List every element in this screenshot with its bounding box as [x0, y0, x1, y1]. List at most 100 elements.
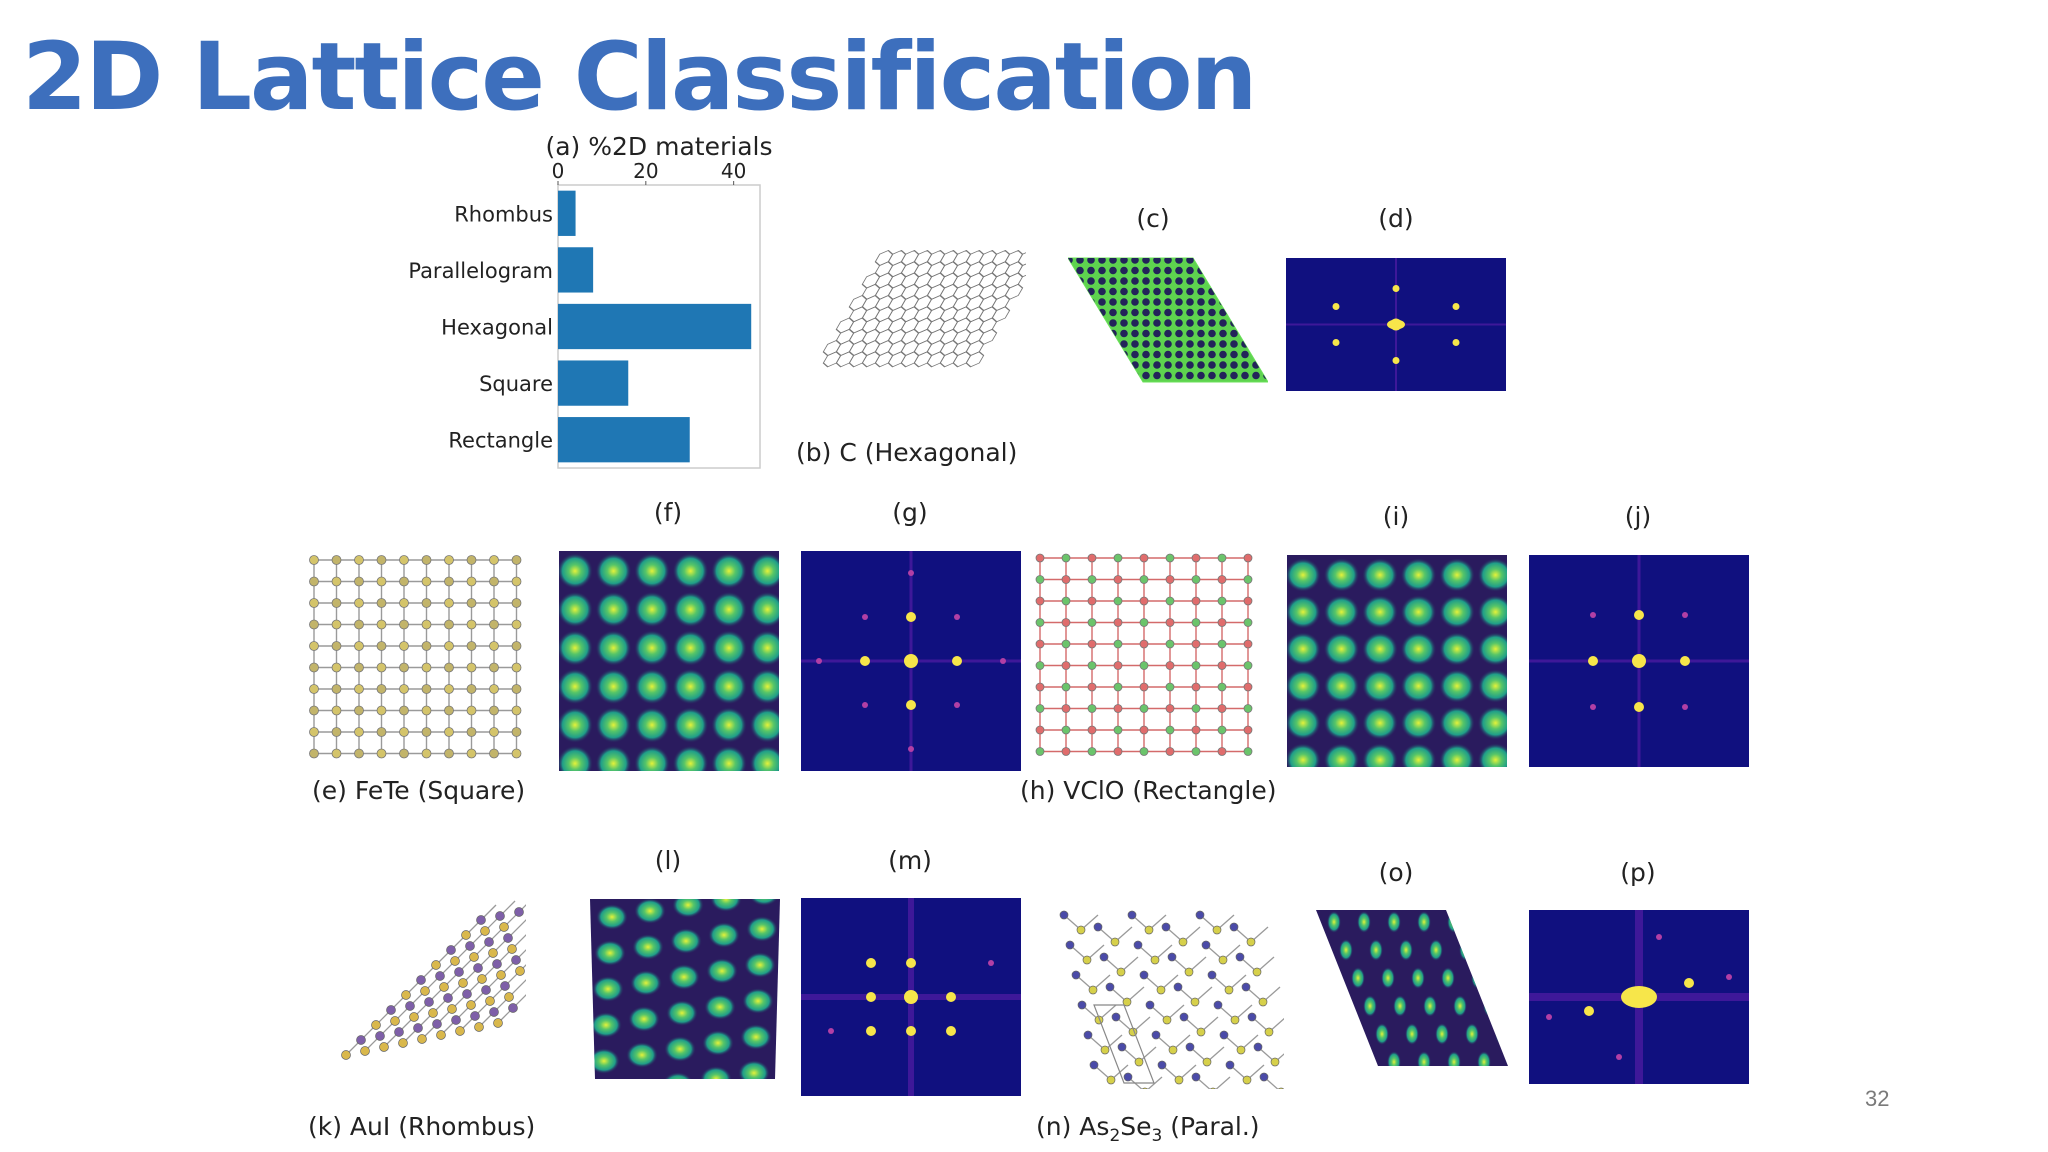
atom: [492, 959, 502, 969]
atom: [493, 1018, 503, 1028]
panel-d-fft: [1286, 258, 1506, 391]
atom: [1113, 747, 1123, 756]
fft-peak: [1392, 357, 1400, 364]
hex-hole: [1175, 371, 1183, 380]
atom: [309, 576, 319, 587]
fft-peak: [906, 612, 916, 622]
atom: [1113, 704, 1123, 713]
density-peak: [748, 899, 780, 906]
density-peak: [595, 630, 632, 666]
atom: [1133, 940, 1143, 950]
hex-hole: [1164, 277, 1172, 285]
atom: [1061, 596, 1071, 606]
atom: [458, 978, 468, 988]
atom: [375, 1031, 385, 1041]
hex-hole: [1186, 361, 1194, 369]
panel-p-fft: [1529, 910, 1749, 1084]
atom: [354, 705, 364, 716]
hex-hole: [1120, 361, 1128, 369]
hex-hole: [1230, 340, 1238, 348]
density-peak: [1423, 995, 1437, 1017]
atom: [1035, 747, 1045, 756]
density-peak: [559, 668, 593, 705]
density-peak: [559, 745, 593, 771]
fft-center: [1621, 986, 1657, 1008]
caption-k: (k) AuI (Rhombus): [308, 1112, 536, 1141]
hex-hole: [1131, 258, 1139, 264]
atom: [1247, 1012, 1257, 1022]
atom: [1168, 1045, 1178, 1055]
density-peak: [595, 668, 632, 705]
density-peak: [738, 1060, 770, 1079]
hex-hole: [1109, 266, 1117, 275]
fft-peak: [946, 992, 956, 1002]
hex-hole: [1153, 277, 1161, 285]
hex-hole: [1120, 308, 1128, 317]
atom: [331, 662, 342, 673]
atom: [1191, 747, 1201, 756]
hex-hole: [1230, 266, 1238, 275]
hex-cell: [874, 351, 894, 368]
atom: [488, 948, 498, 958]
density-peak: [1400, 558, 1437, 592]
density-peak: [559, 630, 593, 666]
fft-peak: [904, 990, 918, 1004]
panel-k-rhombus-lattice: [336, 895, 526, 1085]
hex-hole: [1142, 308, 1150, 317]
atom: [436, 1030, 446, 1040]
hex-hole: [1087, 319, 1095, 327]
atom: [435, 971, 445, 981]
atom: [1035, 639, 1045, 649]
density-peak: [1357, 1051, 1371, 1066]
atom: [1178, 937, 1188, 947]
fft-peak: [952, 656, 962, 666]
bond: [1147, 1076, 1163, 1089]
density-peak: [1477, 632, 1507, 666]
hex-hole: [1219, 258, 1227, 264]
atom: [1061, 704, 1071, 713]
hex-hole: [1241, 308, 1249, 317]
hex-cell: [861, 351, 881, 368]
atom: [489, 555, 499, 565]
fft-peak: [1634, 610, 1644, 620]
hex-hole: [1120, 298, 1128, 306]
density-peak: [1400, 595, 1437, 629]
bar-parallelogram: [558, 247, 594, 293]
atom: [1061, 682, 1071, 692]
atom: [1243, 704, 1253, 713]
hex-hole: [1263, 361, 1268, 369]
atom: [511, 619, 522, 630]
atom: [309, 619, 319, 630]
hex-hole: [1087, 308, 1095, 317]
atom: [1224, 985, 1234, 995]
density-peak: [1477, 706, 1507, 740]
density-peak: [1351, 967, 1365, 989]
hex-hole: [1263, 350, 1268, 359]
panel-b-hex-lattice: [796, 250, 1026, 400]
atom: [1185, 1042, 1195, 1052]
hex-hole: [1186, 277, 1194, 285]
atom: [1139, 970, 1149, 980]
atom: [1083, 1030, 1093, 1040]
fft-peak: [1392, 285, 1400, 292]
hex-hole: [1175, 308, 1183, 317]
atom: [462, 989, 472, 999]
atom: [354, 684, 364, 694]
hex-hole: [1219, 308, 1227, 317]
atom: [1145, 1000, 1155, 1010]
fft-peak: [866, 958, 876, 968]
hex-hole: [1186, 340, 1194, 348]
density-peak: [1345, 1023, 1359, 1045]
hex-hole: [1263, 266, 1268, 275]
density-bg: [559, 551, 779, 771]
hex-hole: [1131, 308, 1139, 317]
hex-hole: [1219, 298, 1227, 306]
fft-faint-peak: [1726, 974, 1732, 980]
atom: [444, 662, 454, 673]
unit-cell-outline: [1093, 1004, 1155, 1084]
hex-hole: [1252, 340, 1260, 348]
hex-hole: [1197, 361, 1205, 369]
atom: [399, 576, 409, 587]
atom: [331, 705, 342, 716]
